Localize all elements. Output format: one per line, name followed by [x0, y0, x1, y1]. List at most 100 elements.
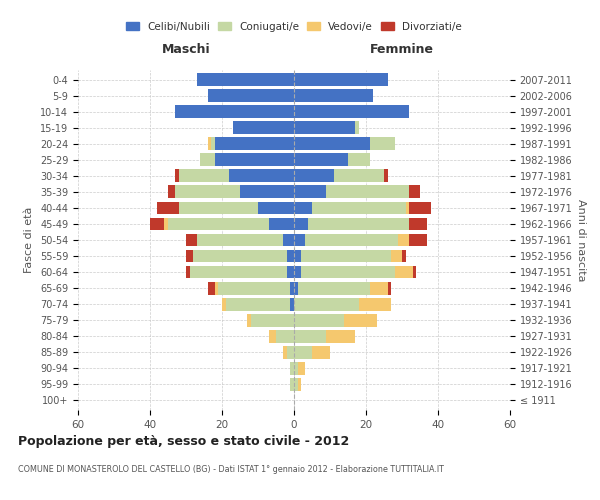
Bar [233, 122, 294, 134]
Bar [308, 218, 409, 230]
Bar [294, 89, 373, 102]
Bar [294, 154, 348, 166]
Y-axis label: Fasce di età: Fasce di età [25, 207, 34, 273]
Bar [193, 250, 287, 262]
Text: Popolazione per età, sesso e stato civile - 2012: Popolazione per età, sesso e stato civil… [18, 435, 349, 448]
Bar [294, 234, 305, 246]
Bar [395, 266, 413, 278]
Bar [294, 106, 409, 118]
Bar [222, 298, 226, 310]
Bar [179, 202, 258, 214]
Bar [200, 154, 215, 166]
Text: Femmine: Femmine [370, 44, 434, 57]
Bar [294, 202, 312, 214]
Bar [258, 202, 294, 214]
Bar [355, 122, 359, 134]
Bar [287, 346, 294, 358]
Bar [211, 138, 215, 150]
Bar [186, 234, 197, 246]
Bar [413, 266, 416, 278]
Bar [157, 202, 179, 214]
Bar [290, 378, 294, 391]
Bar [402, 250, 406, 262]
Bar [294, 266, 301, 278]
Bar [283, 346, 287, 358]
Bar [294, 362, 298, 374]
Bar [186, 266, 190, 278]
Bar [287, 266, 294, 278]
Bar [370, 282, 388, 294]
Bar [409, 218, 427, 230]
Bar [283, 234, 294, 246]
Bar [294, 330, 326, 342]
Bar [240, 186, 294, 198]
Bar [276, 330, 294, 342]
Bar [208, 282, 215, 294]
Text: Maschi: Maschi [161, 44, 211, 57]
Bar [406, 202, 409, 214]
Bar [269, 330, 276, 342]
Bar [305, 234, 398, 246]
Bar [398, 234, 409, 246]
Bar [388, 282, 391, 294]
Bar [229, 170, 294, 182]
Bar [294, 346, 312, 358]
Bar [175, 170, 179, 182]
Bar [190, 266, 287, 278]
Bar [247, 314, 251, 326]
Bar [384, 170, 388, 182]
Bar [294, 250, 301, 262]
Bar [164, 218, 168, 230]
Y-axis label: Anni di nascita: Anni di nascita [577, 198, 586, 281]
Bar [391, 250, 402, 262]
Bar [301, 266, 395, 278]
Bar [298, 378, 301, 391]
Bar [215, 154, 294, 166]
Bar [294, 314, 344, 326]
Bar [326, 186, 409, 198]
Bar [298, 282, 370, 294]
Bar [179, 170, 229, 182]
Bar [175, 186, 240, 198]
Bar [409, 202, 431, 214]
Bar [301, 250, 391, 262]
Bar [312, 202, 406, 214]
Legend: Celibi/Nubili, Coniugati/e, Vedovi/e, Divorziati/e: Celibi/Nubili, Coniugati/e, Vedovi/e, Di… [122, 18, 466, 36]
Bar [251, 314, 294, 326]
Bar [290, 298, 294, 310]
Bar [294, 73, 388, 86]
Bar [168, 186, 175, 198]
Bar [334, 170, 384, 182]
Bar [294, 298, 359, 310]
Bar [226, 298, 290, 310]
Bar [197, 234, 283, 246]
Bar [359, 298, 391, 310]
Bar [344, 314, 377, 326]
Bar [186, 250, 193, 262]
Text: COMUNE DI MONASTEROLO DEL CASTELLO (BG) - Dati ISTAT 1° gennaio 2012 - Elaborazi: COMUNE DI MONASTEROLO DEL CASTELLO (BG) … [18, 465, 444, 474]
Bar [294, 378, 298, 391]
Bar [312, 346, 330, 358]
Bar [287, 250, 294, 262]
Bar [269, 218, 294, 230]
Bar [326, 330, 355, 342]
Bar [290, 282, 294, 294]
Bar [348, 154, 370, 166]
Bar [208, 89, 294, 102]
Bar [294, 170, 334, 182]
Bar [294, 282, 298, 294]
Bar [197, 73, 294, 86]
Bar [298, 362, 305, 374]
Bar [218, 282, 290, 294]
Bar [215, 282, 218, 294]
Bar [370, 138, 395, 150]
Bar [294, 186, 326, 198]
Bar [290, 362, 294, 374]
Bar [150, 218, 164, 230]
Bar [409, 186, 420, 198]
Bar [294, 122, 355, 134]
Bar [208, 138, 211, 150]
Bar [294, 138, 370, 150]
Bar [409, 234, 427, 246]
Bar [294, 218, 308, 230]
